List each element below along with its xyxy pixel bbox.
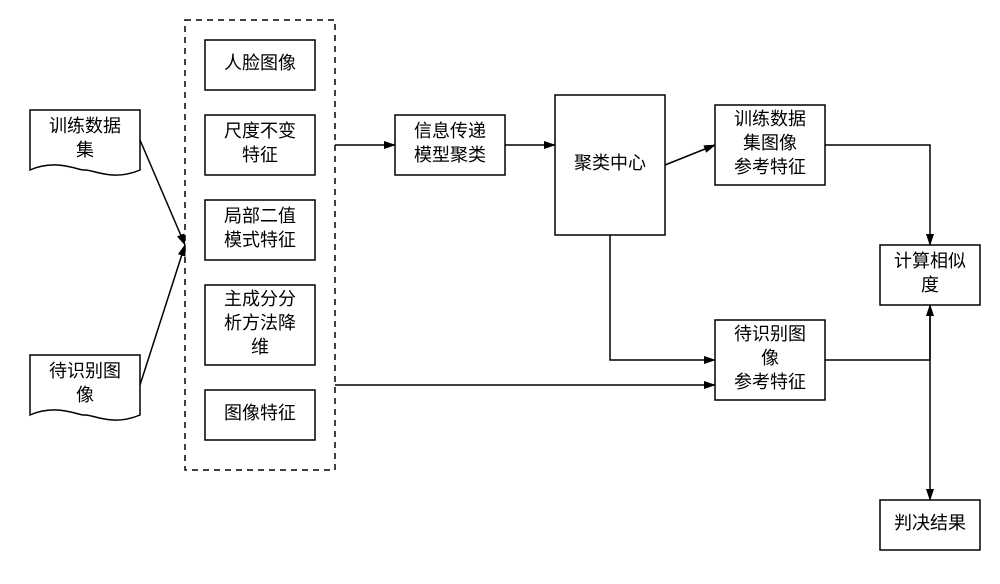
node-sift-label: 特征 xyxy=(242,145,278,165)
node-recog_ref-label: 待识别图 xyxy=(734,324,806,344)
node-sim: 计算相似度 xyxy=(880,245,980,305)
node-sim-label: 计算相似 xyxy=(894,251,966,271)
node-train_ref-label: 训练数据 xyxy=(734,109,806,129)
node-train-label: 训练数据 xyxy=(49,116,121,136)
node-lbp-label: 局部二值 xyxy=(224,206,296,226)
node-train_ref-label: 参考特征 xyxy=(734,157,806,177)
node-result: 判决结果 xyxy=(880,500,980,550)
node-recog_ref: 待识别图像参考特征 xyxy=(715,320,825,400)
node-center-label: 聚类中心 xyxy=(574,153,646,173)
node-face: 人脸图像 xyxy=(205,40,315,90)
node-recog_ref-label: 参考特征 xyxy=(734,372,806,392)
node-train-label: 集 xyxy=(76,140,94,160)
node-train: 训练数据集 xyxy=(30,110,140,175)
node-sift-label: 尺度不变 xyxy=(224,121,296,141)
node-center: 聚类中心 xyxy=(555,95,665,235)
node-train_ref: 训练数据集图像参考特征 xyxy=(715,105,825,185)
node-lbp-label: 模式特征 xyxy=(224,230,296,250)
node-sim-label: 度 xyxy=(921,275,939,295)
node-result-label: 判决结果 xyxy=(894,513,966,533)
node-pca-label: 析方法降 xyxy=(224,313,296,333)
node-feat-label: 图像特征 xyxy=(224,403,296,423)
edge-recog-dashbox xyxy=(140,245,185,385)
node-recog_ref-label: 像 xyxy=(761,348,779,368)
node-lbp: 局部二值模式特征 xyxy=(205,200,315,260)
node-recog-label: 像 xyxy=(76,385,94,405)
node-train_ref-label: 集图像 xyxy=(743,133,797,153)
edge-train_ref-sim xyxy=(825,145,930,245)
node-recog: 待识别图像 xyxy=(30,355,140,420)
edge-center-recog_ref xyxy=(610,235,715,360)
edge-recog_ref-sim xyxy=(825,305,930,360)
node-face-label: 人脸图像 xyxy=(224,53,296,73)
edge-train-dashbox xyxy=(140,140,185,245)
node-cluster-label: 信息传递 xyxy=(414,121,486,141)
node-feat: 图像特征 xyxy=(205,390,315,440)
node-recog-label: 待识别图 xyxy=(49,361,121,381)
node-pca-label: 主成分分 xyxy=(224,289,296,309)
edge-center-train_ref xyxy=(665,145,715,165)
node-cluster-label: 模型聚类 xyxy=(414,145,486,165)
flowchart-canvas: 训练数据集待识别图像人脸图像尺度不变特征局部二值模式特征主成分分析方法降维图像特… xyxy=(0,0,1000,584)
node-pca: 主成分分析方法降维 xyxy=(205,285,315,365)
node-sift: 尺度不变特征 xyxy=(205,115,315,175)
node-pca-label: 维 xyxy=(251,337,269,357)
node-cluster: 信息传递模型聚类 xyxy=(395,115,505,175)
